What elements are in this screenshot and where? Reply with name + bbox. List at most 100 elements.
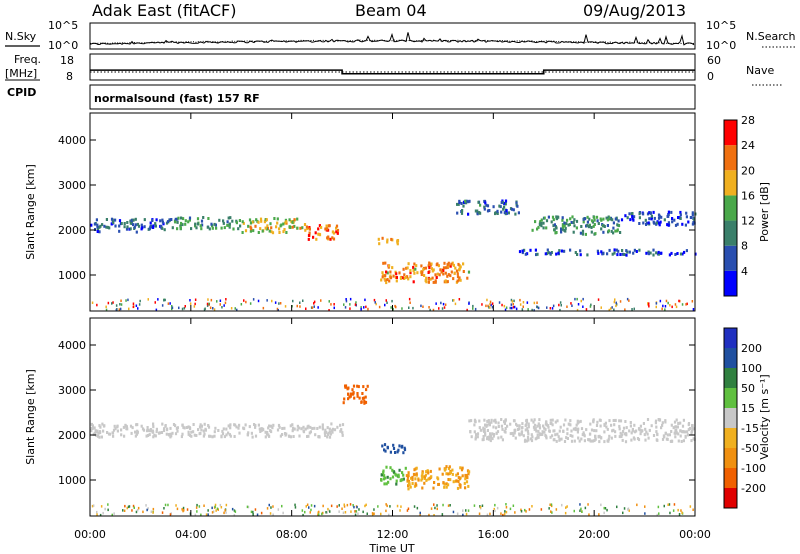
- scatter-cell: [105, 225, 108, 229]
- scatter-cell: [274, 301, 277, 304]
- scatter-cell: [468, 419, 471, 423]
- scatter-cell: [592, 439, 595, 443]
- scatter-cell: [475, 433, 478, 437]
- scatter-cell: [404, 466, 407, 470]
- scatter-cell: [250, 431, 253, 435]
- scatter-cell: [498, 301, 501, 304]
- scatter-cell: [561, 216, 564, 220]
- scatter-cell: [385, 270, 388, 274]
- scatter-cell: [373, 512, 375, 515]
- scatter-cell: [392, 307, 394, 311]
- scatter-cell: [421, 270, 424, 274]
- scatter-cell: [602, 224, 605, 228]
- scatter-cell: [581, 229, 585, 233]
- scatter-cell: [464, 473, 467, 477]
- scatter-cell: [679, 213, 682, 217]
- scatter-cell: [421, 472, 424, 475]
- scatter-cell: [389, 505, 391, 508]
- scatter-cell: [434, 506, 436, 510]
- scatter-cell: [142, 510, 144, 514]
- scatter-cell: [244, 229, 248, 233]
- scatter-cell: [566, 218, 569, 222]
- scatter-cell: [556, 432, 559, 436]
- scatter-cell: [105, 305, 107, 309]
- scatter-cell: [452, 510, 455, 514]
- scatter-cell: [335, 224, 339, 228]
- scatter-cell: [264, 430, 267, 434]
- scatter-cell: [407, 471, 410, 475]
- scatter-cell: [383, 277, 386, 281]
- scatter-cell: [260, 511, 263, 515]
- scatter-cell: [559, 425, 562, 429]
- scatter-cell: [561, 503, 563, 507]
- scatter-cell: [682, 418, 685, 422]
- scatter-cell: [276, 217, 279, 221]
- scatter-cell: [476, 435, 479, 439]
- scatter-cell: [610, 423, 613, 427]
- scatter-cell: [472, 304, 474, 308]
- scatter-cell: [449, 470, 452, 474]
- scatter-cell: [259, 227, 262, 231]
- scatter-cell: [485, 423, 488, 427]
- scatter-cell: [360, 306, 362, 309]
- scatter-cell: [548, 429, 551, 433]
- scatter-cell: [563, 249, 566, 253]
- scatter-cell: [234, 510, 237, 513]
- scatter-cell: [265, 218, 268, 222]
- scatter-cell: [531, 308, 533, 312]
- scatter-cell: [310, 508, 312, 512]
- scatter-cell: [424, 279, 428, 282]
- scatter-cell: [360, 400, 363, 404]
- scatter-cell: [348, 395, 351, 399]
- scatter-cell: [99, 224, 102, 228]
- scatter-cell: [608, 248, 611, 252]
- scatter-cell: [291, 423, 294, 427]
- scatter-cell: [551, 215, 555, 219]
- scatter-cell: [229, 216, 232, 220]
- scatter-cell: [653, 216, 656, 220]
- scatter-cell: [598, 513, 600, 516]
- scatter-cell: [192, 423, 195, 426]
- scatter-cell: [176, 507, 179, 511]
- scatter-cell: [549, 418, 552, 422]
- scatter-cell: [509, 306, 511, 310]
- scatter-cell: [137, 224, 141, 228]
- scatter-cell: [308, 231, 311, 235]
- scatter-cell: [96, 434, 100, 438]
- scatter-cell: [102, 511, 104, 515]
- scatter-cell: [126, 221, 129, 224]
- velocity-colorbar-tick: 200: [741, 342, 762, 355]
- scatter-cell: [296, 424, 299, 428]
- scatter-cell: [667, 301, 669, 305]
- scatter-cell: [647, 221, 650, 225]
- scatter-cell: [585, 428, 588, 432]
- scatter-cell: [271, 231, 275, 235]
- scatter-cell: [391, 475, 395, 479]
- scatter-cell: [428, 306, 430, 309]
- scatter-cell: [449, 478, 452, 482]
- scatter-cell: [467, 200, 470, 204]
- scatter-cell: [235, 425, 238, 429]
- scatter-cell: [595, 429, 598, 433]
- scatter-cell: [668, 253, 671, 257]
- scatter-cell: [519, 303, 522, 306]
- scatter-cell: [664, 308, 666, 311]
- date-title: 09/Aug/2013: [583, 1, 686, 20]
- scatter-cell: [392, 447, 396, 450]
- scatter-cell: [691, 426, 694, 430]
- scatter-cell: [444, 303, 447, 306]
- scatter-cell: [136, 509, 139, 512]
- scatter-cell: [481, 504, 484, 507]
- scatter-cell: [572, 427, 575, 431]
- scatter-cell: [351, 388, 354, 392]
- scatter-cell: [473, 423, 476, 427]
- scatter-cell: [257, 220, 260, 224]
- scatter-cell: [347, 397, 350, 401]
- scatter-cell: [111, 302, 113, 305]
- velocity-colorbar-swatch: [724, 468, 737, 488]
- scatter-cell: [687, 220, 690, 224]
- scatter-cell: [681, 303, 684, 306]
- scatter-cell: [564, 511, 567, 515]
- scatter-cell: [123, 222, 126, 225]
- scatter-cell: [389, 274, 392, 278]
